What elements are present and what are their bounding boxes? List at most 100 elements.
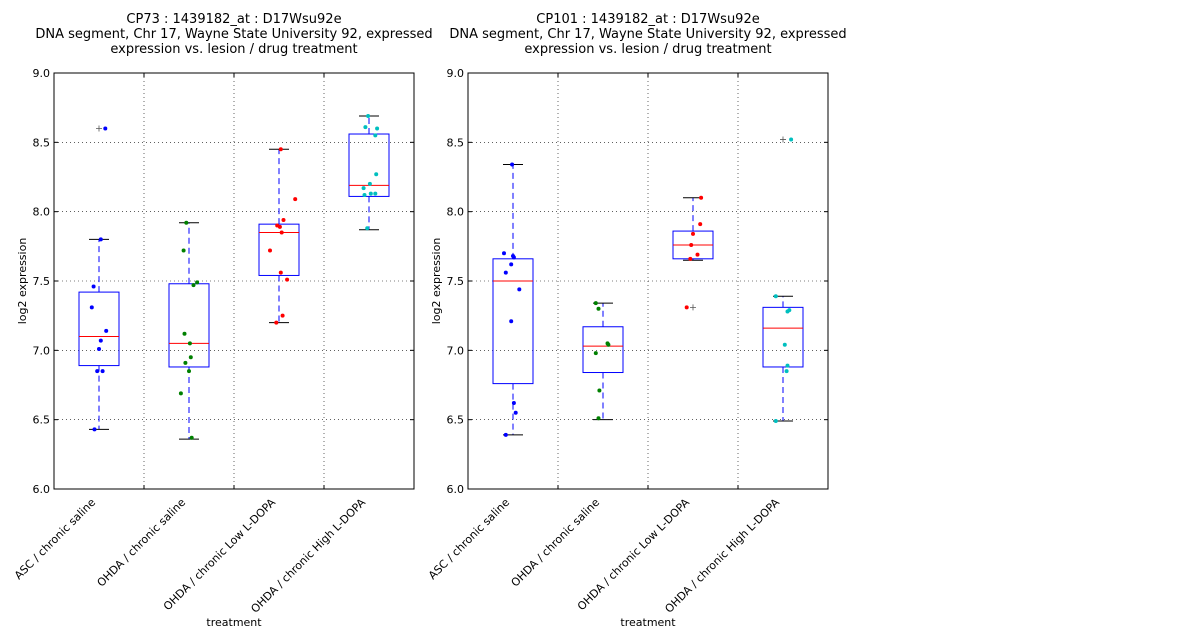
data-point (89, 305, 94, 310)
data-point (278, 270, 283, 275)
y-tick-label: 8.0 (447, 206, 465, 219)
data-point (511, 254, 515, 259)
grid (54, 73, 414, 489)
data-point (503, 270, 508, 275)
boxplots (78, 115, 390, 440)
outlier-marker (690, 304, 696, 311)
data-point (183, 360, 188, 365)
chart-title-line-1: CP101 : 1439182_at : D17Wsu92e (536, 12, 759, 27)
data-point (373, 133, 378, 138)
data-point (187, 369, 191, 374)
y-ticks: 6.0 6.5 7.0 7.5 8.0 8.5 9.0 (447, 67, 828, 496)
data-point (513, 410, 518, 415)
chart-panel-1: CP73 : 1439182_at : D17Wsu92e DNA segmen… (12, 12, 433, 629)
y-tick-label: 9.0 (33, 67, 51, 80)
data-point (268, 248, 272, 253)
data-point (184, 220, 189, 225)
y-tick-label: 8.5 (447, 136, 465, 149)
data-point (509, 262, 514, 267)
data-point (503, 432, 508, 437)
data-point (275, 223, 280, 228)
data-point (279, 230, 284, 235)
data-point (773, 294, 778, 299)
y-tick-label: 9.0 (447, 67, 465, 80)
data-point (374, 172, 379, 177)
data-point (509, 319, 514, 324)
data-point (787, 308, 792, 313)
data-point (367, 181, 372, 186)
data-point (278, 147, 283, 152)
y-ticks: 6.0 6.5 7.0 7.5 8.0 8.5 9.0 (33, 67, 414, 496)
data-point (596, 416, 601, 421)
x-tick-label: OHDA / chronic saline (509, 496, 603, 590)
data-point (97, 346, 101, 351)
data-point (593, 301, 598, 306)
data-point (366, 113, 371, 118)
box (348, 133, 390, 197)
data-point (695, 252, 700, 257)
data-point (511, 401, 516, 406)
y-tick-label: 7.0 (447, 344, 465, 357)
data-point (98, 237, 103, 242)
box (78, 291, 120, 367)
chart-panel-2: CP101 : 1439182_at : D17Wsu92e DNA segme… (426, 12, 847, 629)
y-tick-label: 6.5 (447, 414, 465, 427)
data-point (502, 251, 506, 256)
data-points (89, 113, 380, 440)
data-point (293, 197, 298, 202)
box (582, 326, 624, 374)
data-point (285, 277, 290, 282)
data-point (91, 284, 96, 289)
data-point (510, 162, 515, 167)
data-point (773, 419, 778, 424)
data-point (688, 256, 693, 261)
data-point (95, 369, 100, 374)
x-axis-label: treatment (620, 616, 676, 629)
data-point (785, 363, 790, 368)
chart-title-line-2: DNA segment, Chr 17, Wayne State Univers… (449, 27, 846, 42)
data-point (188, 355, 193, 360)
data-point (782, 342, 787, 347)
data-point (691, 231, 695, 236)
box (258, 223, 300, 276)
y-tick-label: 7.5 (33, 275, 51, 288)
data-point (365, 226, 370, 231)
data-point (182, 331, 187, 336)
data-point (281, 217, 286, 222)
data-point (189, 435, 194, 440)
data-point (593, 351, 598, 356)
data-point (274, 320, 279, 325)
y-tick-label: 6.0 (33, 483, 51, 496)
y-tick-label: 7.5 (447, 275, 465, 288)
grid (468, 73, 828, 489)
data-point (92, 427, 97, 432)
data-point (375, 126, 380, 131)
data-point (517, 287, 522, 292)
y-tick-label: 8.0 (33, 206, 51, 219)
boxplots (492, 136, 804, 436)
box (168, 283, 210, 368)
y-tick-label: 8.5 (33, 136, 51, 149)
data-point (368, 191, 373, 196)
data-point (684, 305, 689, 310)
data-point (689, 242, 694, 247)
y-tick-label: 6.5 (33, 414, 51, 427)
data-point (698, 222, 703, 227)
y-tick-label: 7.0 (33, 344, 51, 357)
data-point (98, 338, 103, 343)
y-axis-label: log2 expression (430, 238, 443, 325)
outlier-marker (96, 125, 102, 132)
outlier-marker (780, 136, 786, 143)
data-point (103, 126, 108, 131)
data-point (605, 341, 610, 346)
data-point (363, 125, 368, 130)
chart-title-line-2: DNA segment, Chr 17, Wayne State Univers… (35, 27, 432, 42)
x-tick-label: ASC / chronic saline (426, 496, 512, 582)
chart-title-line-3: expression vs. lesion / drug treatment (524, 42, 771, 57)
data-point (191, 283, 196, 288)
data-point (784, 369, 789, 374)
data-point (104, 328, 109, 333)
y-axis-label: log2 expression (16, 238, 29, 325)
data-point (699, 195, 704, 200)
